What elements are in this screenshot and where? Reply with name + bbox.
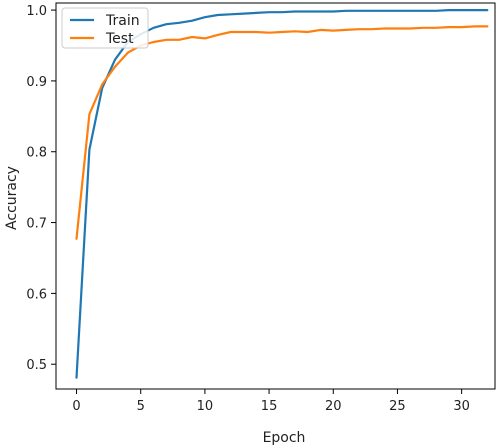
y-tick-label: 1.0 [26,4,47,19]
y-tick-label: 0.7 [26,217,47,232]
x-tick-label: 20 [325,399,342,414]
plot-frame [55,2,496,390]
x-tick-label: 5 [137,399,145,414]
x-tick-label: 0 [72,399,80,414]
ticks-layer: 0 5 10 15 20 25 30 0.5 0.6 0.7 0.8 0.9 1.0 [26,4,470,414]
x-tick-label: 15 [261,399,278,414]
legend-label-train: Train [105,13,140,29]
series-line-train [75,9,489,379]
x-axis-label: Epoch [263,430,306,446]
x-tick-label: 30 [453,399,470,414]
x-tick-label: 10 [197,399,214,414]
y-tick-label: 0.6 [26,287,47,302]
y-tick-label: 0.9 [26,75,47,90]
y-tick-label: 0.8 [26,146,47,161]
x-tick-label: 25 [389,399,406,414]
axes-layer [55,2,496,390]
legend-label-test: Test [105,31,134,47]
y-axis-label: Accuracy [4,166,20,230]
series-line-test [75,25,489,240]
series-layer [75,9,489,379]
legend: Train Test [61,7,149,49]
y-tick-label: 0.5 [26,358,47,373]
